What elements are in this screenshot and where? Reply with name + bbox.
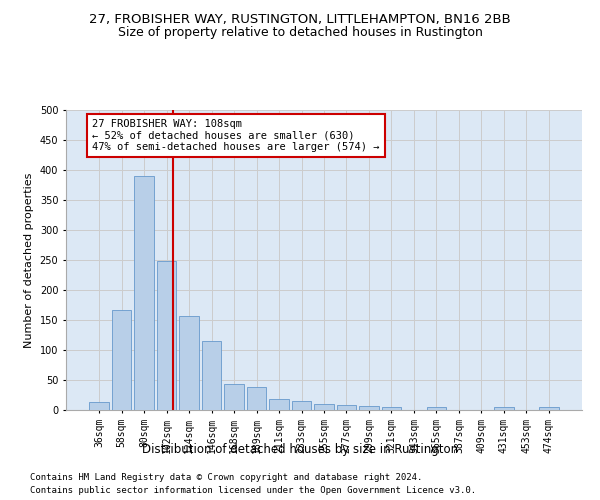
Text: Size of property relative to detached houses in Rustington: Size of property relative to detached ho… [118, 26, 482, 39]
Bar [157, 260, 176, 410]
Text: 27, FROBISHER WAY, RUSTINGTON, LITTLEHAMPTON, BN16 2BB: 27, FROBISHER WAY, RUSTINGTON, LITTLEHAM… [89, 12, 511, 26]
Bar [247, 386, 266, 410]
Bar [112, 310, 131, 410]
Text: Contains public sector information licensed under the Open Government Licence v3: Contains public sector information licen… [30, 486, 476, 495]
Text: Contains HM Land Registry data © Crown copyright and database right 2024.: Contains HM Land Registry data © Crown c… [30, 472, 422, 482]
Bar [539, 407, 559, 410]
Bar [314, 404, 334, 410]
Bar [494, 407, 514, 410]
Bar [134, 176, 154, 410]
Text: Distribution of detached houses by size in Rustington: Distribution of detached houses by size … [142, 442, 458, 456]
Bar [337, 405, 356, 410]
Bar [179, 316, 199, 410]
Bar [359, 406, 379, 410]
Bar [382, 407, 401, 410]
Bar [202, 341, 221, 410]
Bar [224, 384, 244, 410]
Text: 27 FROBISHER WAY: 108sqm
← 52% of detached houses are smaller (630)
47% of semi-: 27 FROBISHER WAY: 108sqm ← 52% of detach… [92, 119, 379, 152]
Bar [292, 401, 311, 410]
Bar [89, 402, 109, 410]
Bar [427, 407, 446, 410]
Y-axis label: Number of detached properties: Number of detached properties [24, 172, 34, 348]
Bar [269, 399, 289, 410]
